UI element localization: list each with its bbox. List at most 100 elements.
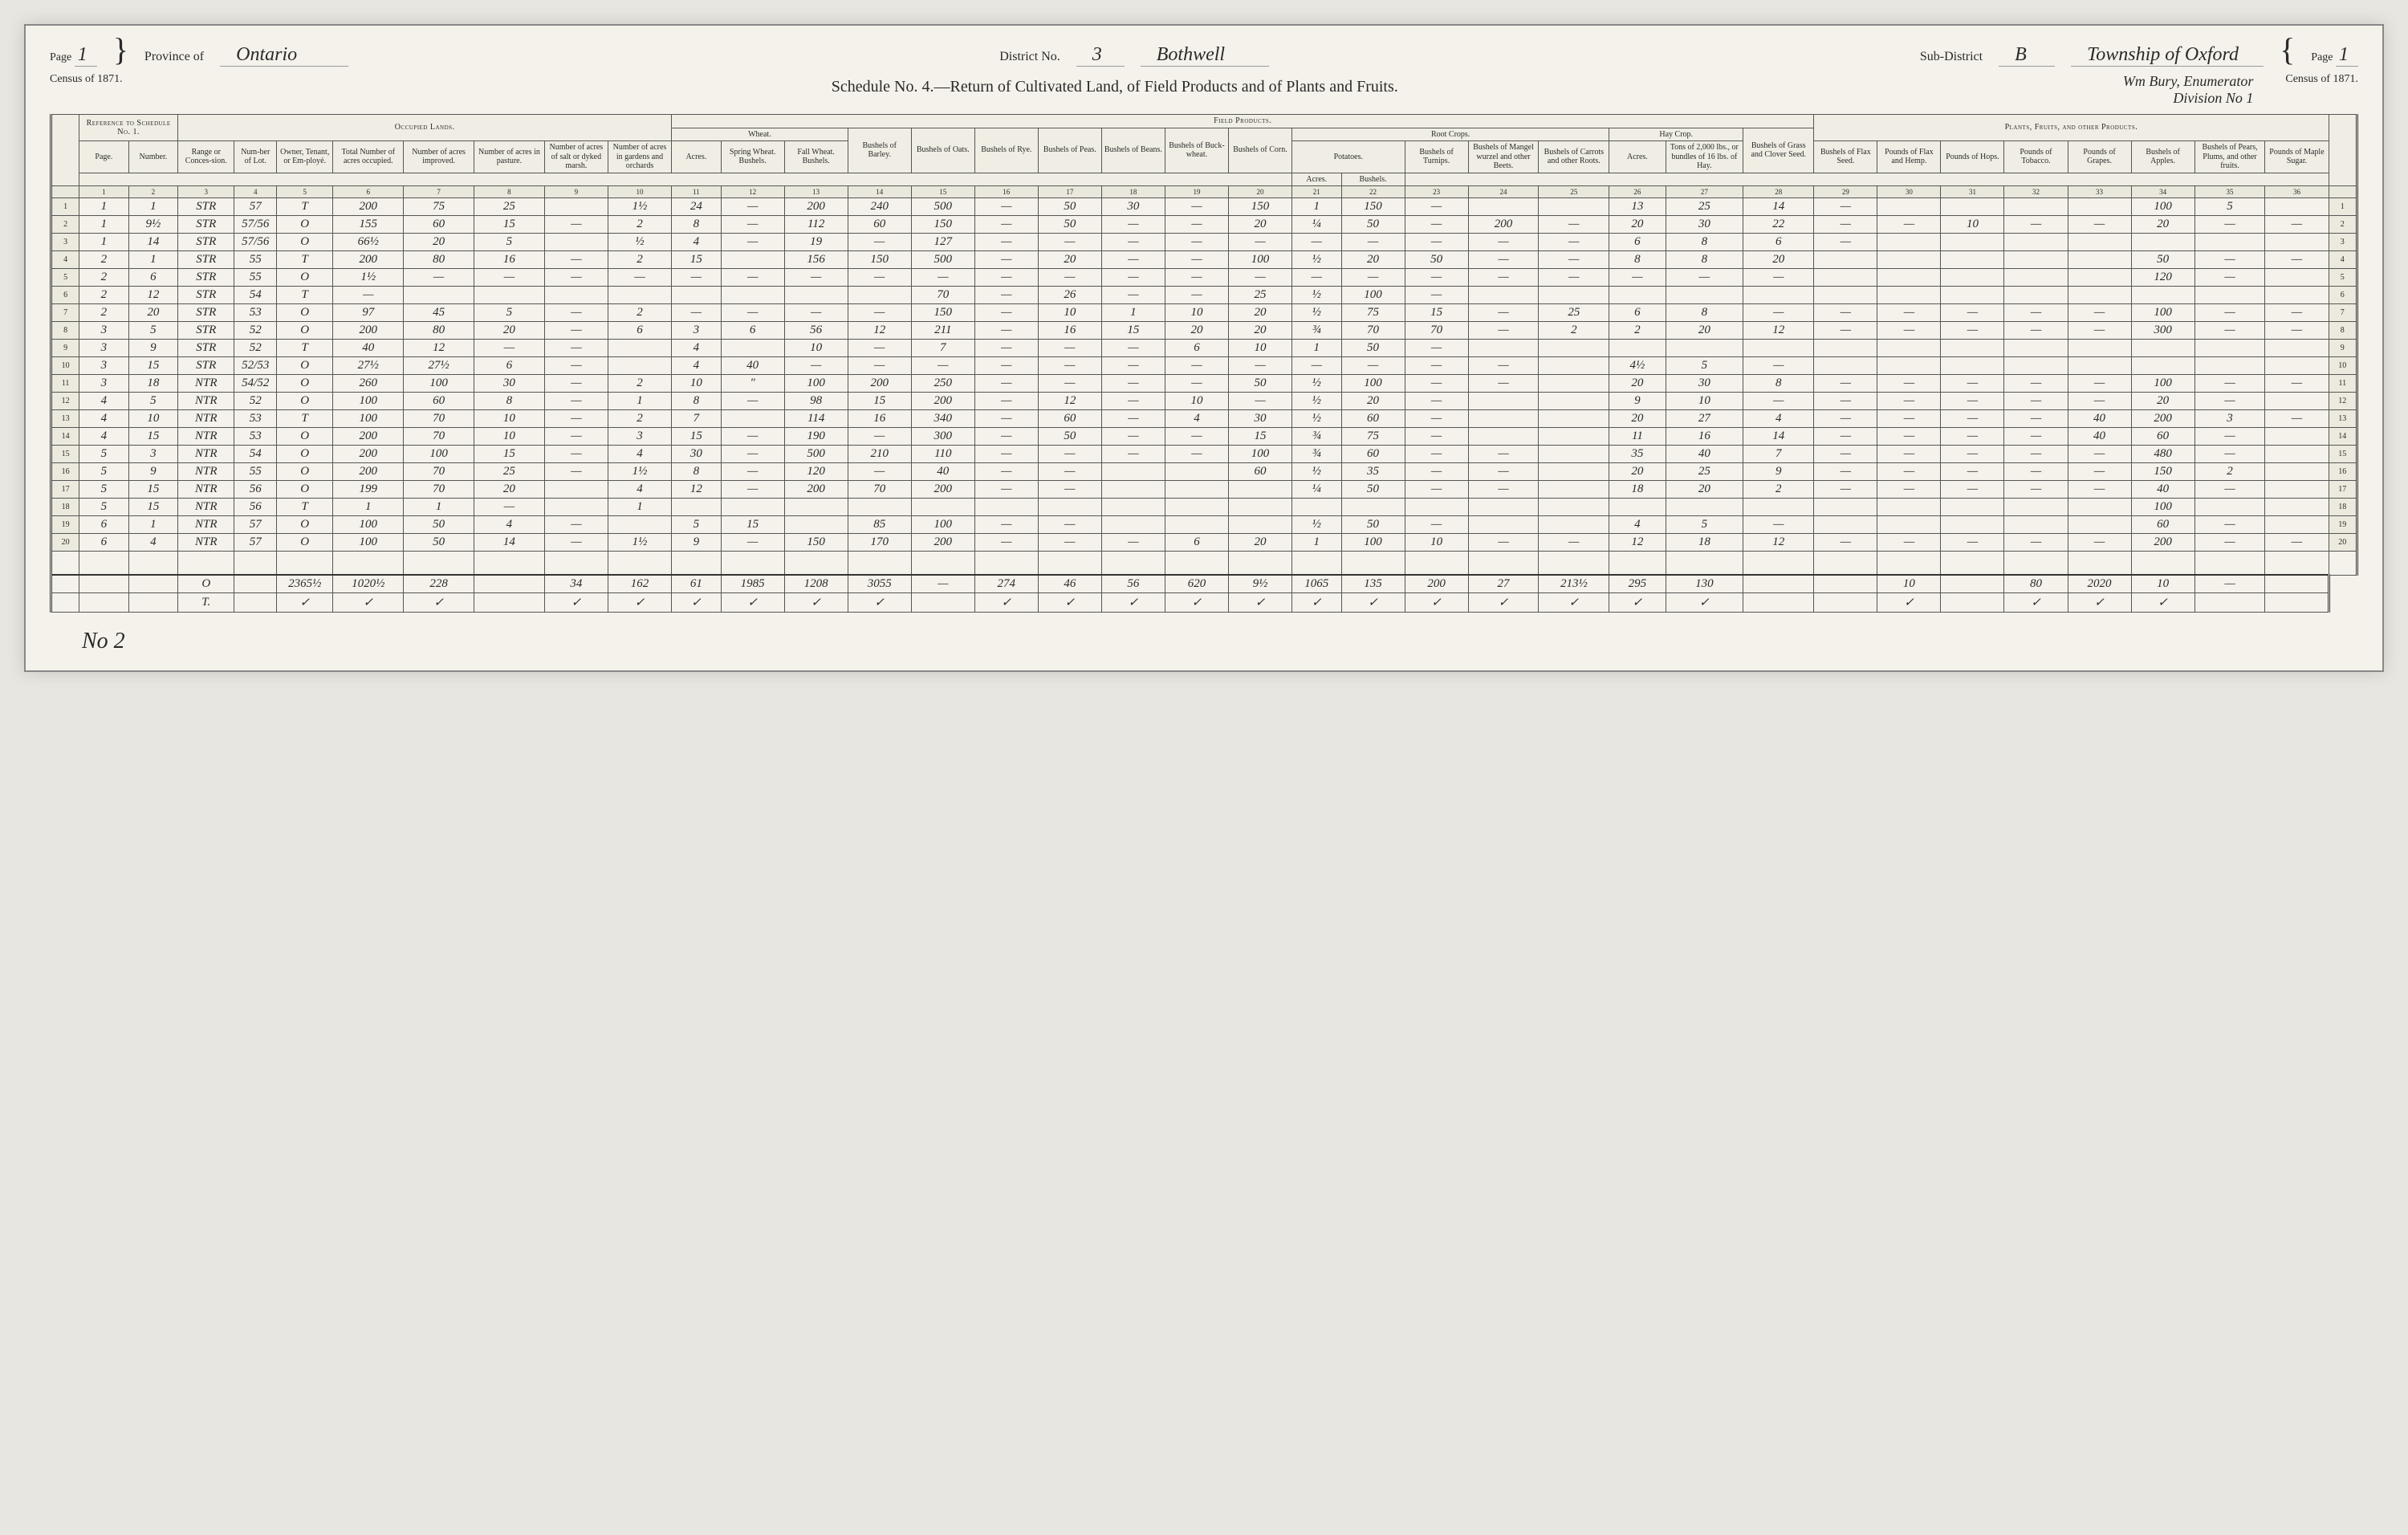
cell <box>1228 481 1291 499</box>
cell: — <box>1814 534 1877 552</box>
cell: 20 <box>2131 216 2194 234</box>
cell: — <box>784 269 848 287</box>
cell: — <box>848 269 911 287</box>
cell: 12 <box>1743 322 1814 340</box>
cell: — <box>544 251 608 269</box>
col-num: 4 <box>234 186 277 198</box>
col-num: 26 <box>1609 186 1666 198</box>
check-cell: ✓ <box>1101 593 1165 613</box>
cell <box>784 287 848 304</box>
cell <box>2265 287 2329 304</box>
cell: — <box>1038 269 1101 287</box>
cell: — <box>1877 304 1941 322</box>
cell: 16 <box>1038 322 1101 340</box>
cell: 15 <box>672 428 721 446</box>
cell: — <box>2068 446 2131 463</box>
cell: — <box>1814 234 1877 251</box>
col-h-28: Bushels of Grass and Clover Seed. <box>1743 128 1814 173</box>
cell: — <box>974 481 1038 499</box>
cell: 16 <box>474 251 545 269</box>
cell: 55 <box>234 251 277 269</box>
cell: 50 <box>404 516 474 534</box>
check-cell: ✓ <box>1468 593 1539 613</box>
cell: 12 <box>1038 393 1101 410</box>
row-num-left: 2 <box>51 216 79 234</box>
cell <box>1877 340 1941 357</box>
cell: 1 <box>79 234 128 251</box>
cell <box>1814 269 1877 287</box>
cell <box>1468 499 1539 516</box>
cell: 100 <box>333 516 404 534</box>
cell <box>1666 499 1743 516</box>
col-h-21: Acres. <box>1292 173 1341 186</box>
cell <box>2068 198 2131 216</box>
cell: — <box>974 446 1038 463</box>
cell: 2 <box>608 251 671 269</box>
cell: — <box>1165 446 1228 463</box>
col-num: 7 <box>404 186 474 198</box>
cell: — <box>2194 516 2265 534</box>
cell: — <box>1165 216 1228 234</box>
check-cell: ✓ <box>1877 593 1941 613</box>
cell: 60 <box>404 216 474 234</box>
cell: — <box>974 216 1038 234</box>
cell <box>1743 499 1814 516</box>
cell: 10 <box>1941 216 2004 234</box>
table-row: 10315STR52/53O27½27½6—440————————————4½5… <box>51 357 2357 375</box>
cell: 70 <box>1405 322 1468 340</box>
cell: 1 <box>1292 340 1341 357</box>
cell <box>1814 251 1877 269</box>
cell <box>2068 340 2131 357</box>
cell: — <box>1038 463 1101 481</box>
section-ref: Reference to Schedule No. 1. <box>79 115 178 141</box>
cell: — <box>974 234 1038 251</box>
col-h-16: Bushels of Rye. <box>974 128 1038 173</box>
col-h-15: Bushels of Oats. <box>911 128 974 173</box>
cell: 6 <box>1165 534 1228 552</box>
row-num-right: 18 <box>2329 499 2357 516</box>
cell <box>1468 393 1539 410</box>
cell <box>1468 198 1539 216</box>
cell <box>1743 340 1814 357</box>
cell <box>1609 340 1666 357</box>
cell: — <box>1814 410 1877 428</box>
subsection-wheat: Wheat. <box>672 128 848 141</box>
col-num: 30 <box>1877 186 1941 198</box>
col-h-30: Pounds of Flax and Hemp. <box>1877 141 1941 173</box>
cell: 30 <box>672 446 721 463</box>
cell <box>2068 251 2131 269</box>
cell: — <box>1468 375 1539 393</box>
col-num: 20 <box>1228 186 1291 198</box>
cell: 100 <box>1228 251 1291 269</box>
cell: 35 <box>1341 463 1405 481</box>
col-num: 36 <box>2265 186 2329 198</box>
cell: — <box>1941 428 2004 446</box>
cell: — <box>1405 446 1468 463</box>
cell: — <box>1814 304 1877 322</box>
cell: — <box>2194 216 2265 234</box>
cell: 9 <box>1743 463 1814 481</box>
cell: 190 <box>784 428 848 446</box>
cell: NTR <box>178 410 234 428</box>
cell: 156 <box>784 251 848 269</box>
cell: — <box>1292 357 1341 375</box>
cell: — <box>1814 463 1877 481</box>
check-cell <box>1743 593 1814 613</box>
cell: STR <box>178 287 234 304</box>
district-name: Bothwell <box>1141 44 1269 67</box>
cell: 200 <box>333 322 404 340</box>
cell <box>2004 499 2068 516</box>
cell <box>1539 357 1609 375</box>
cell: 20 <box>1341 393 1405 410</box>
cell: 4 <box>672 357 721 375</box>
col-num: 13 <box>784 186 848 198</box>
cell: NTR <box>178 393 234 410</box>
cell: — <box>2004 428 2068 446</box>
cell: 20 <box>1666 322 1743 340</box>
cell: ½ <box>1292 304 1341 322</box>
cell: — <box>2194 375 2265 393</box>
cell <box>1814 516 1877 534</box>
cell: — <box>2004 446 2068 463</box>
cell: — <box>1228 393 1291 410</box>
cell: 500 <box>784 446 848 463</box>
